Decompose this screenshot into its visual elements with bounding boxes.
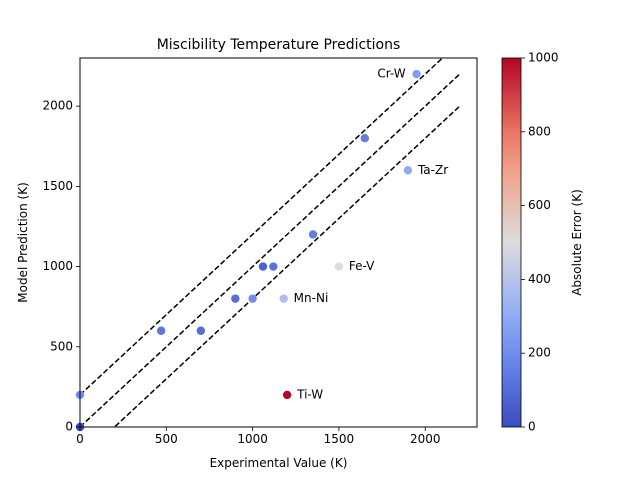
colorbar [501, 57, 522, 428]
colorbar-tick-label: 400 [528, 272, 551, 286]
x-axis-ticks: 0 500 1000 1500 2000 [76, 427, 440, 446]
data-points [75, 69, 421, 432]
point-label: Mn-Ni [294, 291, 329, 305]
point-label: Cr-W [377, 67, 405, 81]
y-tick-label: 500 [50, 339, 73, 353]
point-labels: Mn-Ni Ti-W Fe-V Ta-Zr Cr-W [294, 67, 449, 402]
reference-line-3 [113, 105, 461, 427]
y-tick-label: 2000 [42, 99, 73, 113]
point-label: Ta-Zr [417, 163, 448, 177]
colorbar-label: Absolute Error (K) [570, 189, 584, 296]
y-tick-label: 0 [65, 420, 73, 434]
data-point [334, 262, 344, 271]
data-point [156, 326, 166, 335]
y-axis-label: Model Prediction (K) [16, 182, 30, 303]
data-point [308, 230, 318, 239]
y-tick-label: 1000 [42, 259, 73, 273]
data-point [412, 69, 421, 79]
colorbar-tick-label: 0 [528, 420, 536, 434]
data-point [269, 262, 278, 271]
chart-title: Miscibility Temperature Predictions [157, 37, 401, 53]
y-tick-label: 1500 [42, 179, 73, 193]
x-tick-label: 0 [76, 432, 84, 446]
data-point [282, 390, 292, 400]
colorbar-tick-label: 600 [528, 198, 551, 212]
x-tick-label: 1500 [324, 432, 355, 446]
reference-line-1 [80, 58, 444, 396]
data-point [258, 262, 268, 271]
point-label: Fe-V [349, 259, 375, 273]
colorbar-tick-label: 800 [528, 124, 551, 138]
data-point [360, 134, 370, 143]
x-tick-label: 1000 [237, 432, 268, 446]
y-axis-ticks: 0 500 1000 1500 2000 [42, 99, 80, 434]
x-tick-label: 500 [155, 432, 178, 446]
colorbar-tick-label: 200 [528, 346, 551, 360]
data-point [231, 294, 240, 303]
data-point [403, 166, 413, 175]
data-point [248, 294, 257, 303]
point-label: Ti-W [296, 387, 323, 401]
reference-line-2 [80, 73, 461, 427]
x-axis-label: Experimental Value (K) [210, 456, 348, 470]
x-tick-label: 2000 [410, 432, 441, 446]
colorbar-ticks: 0 200 400 600 800 1000 [521, 51, 559, 434]
colorbar-tick-label: 1000 [528, 51, 559, 65]
data-point [196, 326, 206, 335]
data-point [279, 294, 288, 303]
plot-frame [79, 57, 478, 428]
reference-lines [80, 58, 461, 427]
